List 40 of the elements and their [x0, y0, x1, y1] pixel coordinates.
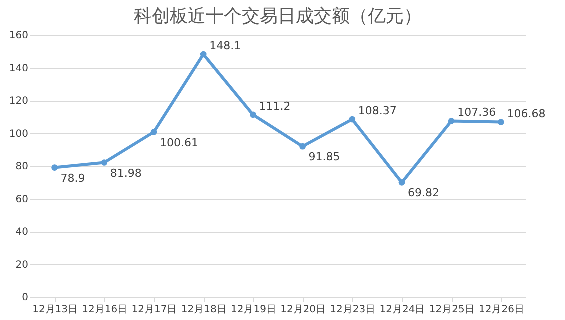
point: [52, 164, 58, 171]
point: [398, 180, 406, 186]
data-label: 100.61: [160, 136, 198, 150]
point: [150, 129, 158, 136]
x-tick-label: 12月24日: [380, 304, 426, 316]
y-tick-label: 140: [9, 63, 28, 74]
x-tick-label: 12月17日: [132, 304, 178, 316]
x-tick-label: 12月13日: [32, 304, 78, 316]
point: [300, 143, 306, 150]
x-tick-label: 12月16日: [82, 304, 128, 316]
x-tick-label: 12月26日: [478, 304, 524, 316]
y-tick-label: 20: [16, 260, 28, 271]
data-label: 148.1: [210, 39, 242, 52]
data-label: 81.98: [110, 166, 142, 180]
point: [250, 112, 256, 118]
y-tick-label: 100: [9, 128, 28, 140]
y-tick-label: 60: [16, 194, 28, 206]
x-tick-label: 12月23日: [330, 304, 376, 316]
point: [448, 118, 455, 124]
data-label: 108.37: [358, 104, 397, 118]
y-tick-label: 80: [16, 162, 28, 172]
data-label: 107.36: [458, 106, 496, 120]
x-tick-label: 12月25日: [429, 304, 475, 316]
x-tick-label: 12月20日: [280, 304, 326, 316]
chart-title: 科创板近十个交易日成交额（亿元）: [134, 6, 422, 27]
data-label: 111.2: [259, 100, 291, 113]
point: [349, 116, 356, 123]
y-tick-label: 160: [9, 30, 28, 42]
x-tick-label: 12月18日: [181, 304, 227, 316]
data-label: 69.82: [408, 186, 440, 200]
data-label: 91.85: [308, 150, 340, 164]
y-tick-label: 40: [16, 227, 28, 238]
data-label: 78.9: [60, 172, 86, 185]
point: [200, 51, 207, 58]
point: [498, 119, 504, 126]
y-tick-label: 120: [9, 96, 28, 107]
y-tick-label: 0: [22, 292, 28, 304]
data-label: 106.68: [507, 107, 546, 120]
point: [101, 160, 108, 166]
x-tick-label: 12月19日: [230, 304, 276, 316]
